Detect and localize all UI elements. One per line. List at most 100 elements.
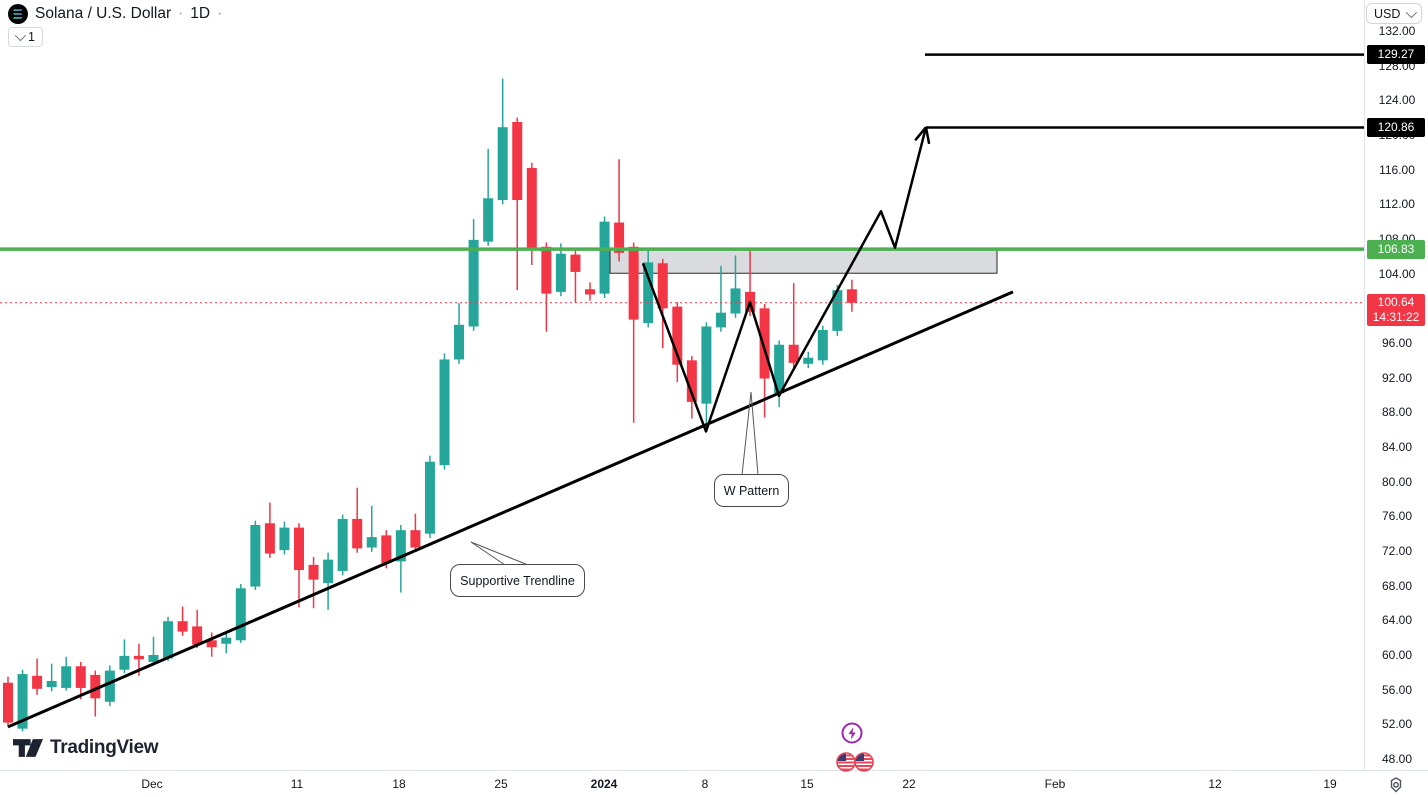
- candle-body: [803, 357, 814, 364]
- candle-body: [657, 263, 668, 309]
- price-tick-label: 80.00: [1381, 474, 1413, 489]
- price-tick-label: 60.00: [1381, 648, 1413, 662]
- candle-body: [46, 681, 57, 688]
- candle-body: [177, 621, 188, 632]
- time-tick-label: 8: [701, 777, 709, 791]
- time-tick-label: 19: [1323, 777, 1337, 791]
- callout-pointer: [741, 391, 752, 476]
- title-trailing-dot: ·: [217, 5, 223, 22]
- time-tick-label: 2024: [590, 777, 618, 791]
- candle-body: [381, 535, 392, 564]
- candle-body: [628, 246, 639, 320]
- price-tick-label: 132.00: [1378, 24, 1416, 38]
- time-tick-label: 15: [800, 777, 814, 791]
- time-tick-label: Feb: [1044, 777, 1066, 791]
- candle-body: [512, 122, 523, 200]
- watermark-text: TradingView: [50, 737, 159, 758]
- candle-body: [686, 360, 697, 402]
- price-tick-label: 68.00: [1381, 578, 1413, 593]
- currency-selector[interactable]: USD: [1366, 3, 1422, 24]
- callout-w-pattern[interactable]: W Pattern: [714, 474, 789, 507]
- arrowhead: [914, 126, 927, 142]
- tradingview-watermark[interactable]: TradingView: [13, 736, 159, 760]
- candle-body: [294, 527, 304, 571]
- time-axis[interactable]: Dec 11 18 25 2024 8 15 22 Feb 12 19: [0, 770, 1428, 797]
- economic-event-markers[interactable]: [836, 719, 884, 773]
- w-pattern-projection-line[interactable]: [641, 126, 928, 433]
- chevron-down-icon: [1405, 6, 1418, 18]
- candle-body: [3, 682, 13, 723]
- candle-body: [570, 254, 581, 272]
- candle-body: [454, 324, 465, 360]
- legend-collapse-toggle[interactable]: 1: [8, 27, 43, 47]
- time-tick-label: 12: [1208, 777, 1222, 791]
- symbol-title[interactable]: Solana / U.S. Dollar · 1D ·: [35, 5, 222, 23]
- candle-body: [730, 288, 741, 314]
- supportive-trendline[interactable]: [7, 290, 1014, 729]
- candle-body: [832, 290, 843, 331]
- candle-body: [133, 655, 144, 660]
- candle-body: [279, 527, 290, 551]
- lightning-circle-icon[interactable]: [841, 722, 863, 744]
- callout-pointer: [470, 541, 529, 566]
- price-tick-label: 52.00: [1381, 717, 1413, 732]
- price-tick-label: 64.00: [1381, 613, 1413, 628]
- candle-body: [424, 461, 435, 534]
- time-tick-label: 11: [290, 777, 304, 791]
- candle-body: [497, 127, 508, 200]
- candle-body: [541, 246, 552, 294]
- candle-body: [264, 523, 275, 554]
- candle-body: [75, 666, 86, 688]
- candle-body: [672, 306, 683, 365]
- time-tick-label: 18: [392, 777, 406, 791]
- candle-body: [235, 588, 246, 641]
- candle-body: [585, 289, 595, 295]
- symbol-name: Solana / U.S. Dollar: [35, 5, 172, 22]
- candle-body: [163, 621, 174, 659]
- currency-label: USD: [1374, 6, 1401, 21]
- candle-body: [788, 344, 799, 363]
- title-separator: ·: [178, 5, 184, 22]
- price-tick-label: 72.00: [1381, 544, 1413, 558]
- candle-body: [206, 640, 217, 648]
- price-tick-label: 84.00: [1381, 440, 1413, 454]
- candle-body: [337, 518, 348, 571]
- current-price-label: 100.64 14:31:22: [1367, 293, 1425, 326]
- candle-body: [701, 326, 712, 404]
- us-flag-icon[interactable]: [854, 752, 874, 772]
- candle-body: [817, 330, 828, 361]
- gear-icon[interactable]: [1387, 776, 1405, 794]
- price-tick-label: 116.00: [1379, 162, 1415, 177]
- time-tick-label: 22: [902, 777, 916, 791]
- candle-body: [555, 253, 566, 292]
- candle-body: [221, 637, 232, 644]
- candle-body: [483, 198, 494, 242]
- chevron-down-icon: [14, 29, 27, 42]
- candle-body: [308, 564, 319, 580]
- solana-logo-icon: [8, 4, 28, 24]
- candle-body: [366, 537, 377, 548]
- symbol-header[interactable]: Solana / U.S. Dollar · 1D ·: [8, 4, 222, 24]
- price-level-label: 120.86: [1367, 118, 1425, 138]
- candle-body: [61, 666, 72, 688]
- price-tick-label: 48.00: [1381, 752, 1413, 766]
- chart-canvas[interactable]: [0, 0, 1364, 770]
- interval-label: 1D: [190, 5, 211, 22]
- candle-body: [148, 655, 159, 662]
- price-tick-label: 88.00: [1381, 405, 1413, 420]
- candle-body: [468, 239, 479, 327]
- candle-body: [439, 359, 450, 466]
- candle-body: [599, 221, 610, 294]
- candle-body: [32, 675, 43, 689]
- candle-body: [774, 344, 785, 394]
- callout-supportive-trendline[interactable]: Supportive Trendline: [450, 564, 585, 597]
- price-level-label: 106.83: [1367, 239, 1425, 259]
- candle-body: [352, 518, 363, 549]
- us-flag-icon[interactable]: [836, 752, 856, 772]
- price-tick-label: 56.00: [1381, 682, 1413, 697]
- candle-body: [323, 559, 334, 584]
- price-axis[interactable]: 132.00128.00124.00120.00116.00112.00108.…: [1364, 0, 1428, 770]
- candle-body: [104, 670, 115, 702]
- price-tick-label: 92.00: [1381, 370, 1413, 385]
- supply-zone-box[interactable]: [609, 248, 998, 274]
